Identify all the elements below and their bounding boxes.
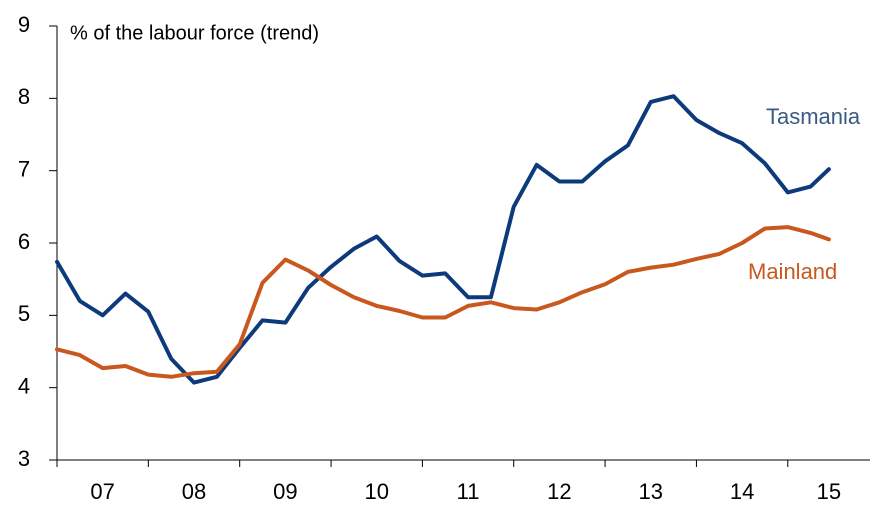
y-tick-label: 4 xyxy=(18,373,30,398)
y-tick-label: 3 xyxy=(18,446,30,471)
y-tick-label: 7 xyxy=(18,156,30,181)
x-tick-label: 10 xyxy=(364,479,388,504)
x-tick-label: 07 xyxy=(90,479,114,504)
x-tick-label: 14 xyxy=(730,479,754,504)
x-tick-label: 13 xyxy=(639,479,663,504)
y-tick-label: 5 xyxy=(18,301,30,326)
series-label: Mainland xyxy=(748,259,837,284)
x-tick-label: 15 xyxy=(817,479,841,504)
series-line xyxy=(55,94,831,385)
series-line xyxy=(55,225,831,379)
y-axis-label: % of the labour force (trend) xyxy=(70,22,319,44)
x-tick-label: 12 xyxy=(547,479,571,504)
y-tick-label: 6 xyxy=(18,229,30,254)
x-tick-label: 11 xyxy=(457,479,480,504)
y-tick-label: 8 xyxy=(18,84,30,109)
x-tick-label: 08 xyxy=(182,479,206,504)
x-tick-label: 09 xyxy=(273,479,297,504)
y-tick-label: 9 xyxy=(18,12,30,37)
series-label: Tasmania xyxy=(766,104,861,129)
